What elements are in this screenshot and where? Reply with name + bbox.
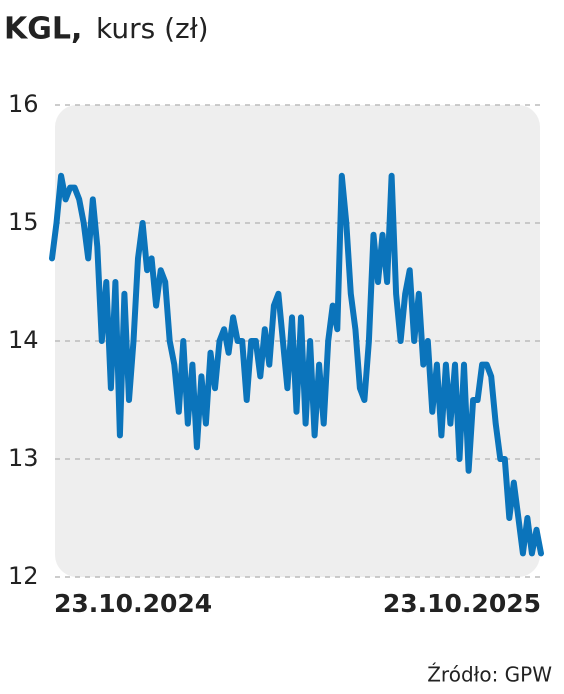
- y-tick-label: 15: [8, 208, 39, 236]
- y-tick-label: 16: [8, 90, 39, 118]
- y-tick-label: 13: [8, 444, 39, 472]
- chart-title: kurs (zł): [96, 12, 209, 45]
- y-tick-label: 14: [8, 326, 39, 354]
- price-line: [49, 172, 544, 557]
- source: Źródło: GPW: [427, 663, 552, 687]
- x-tick-label: 23.10.2025: [383, 589, 541, 618]
- y-tick-label: 12: [8, 562, 39, 590]
- chart-ticker: KGL,: [4, 12, 82, 47]
- x-tick-label: 23.10.2024: [54, 589, 212, 618]
